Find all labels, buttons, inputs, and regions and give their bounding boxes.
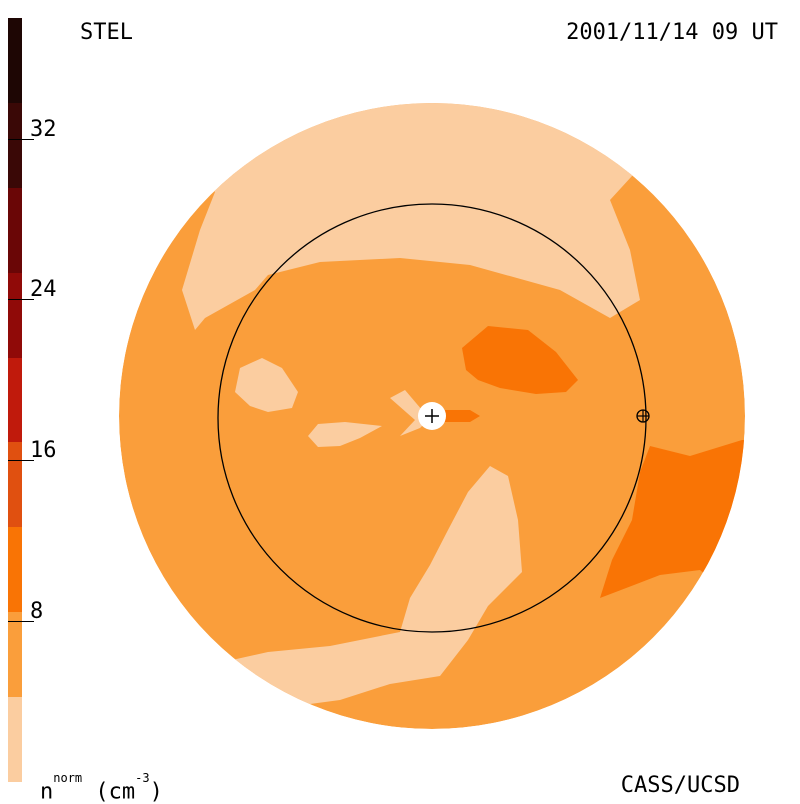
colorbar-tick <box>8 138 34 140</box>
low-density-region-center <box>308 422 382 447</box>
colorbar-level <box>8 442 22 528</box>
colorbar-tick-label: 32 <box>30 116 57 142</box>
colorbar-tick-label: 24 <box>30 277 57 303</box>
colorbar-tick <box>8 621 34 623</box>
colorbar-level <box>8 357 22 443</box>
colorbar-level <box>8 272 22 358</box>
earth-orbit-circle <box>217 203 647 633</box>
colorbar-tick-label: 8 <box>30 599 44 625</box>
high-density-region-northeast <box>462 326 578 394</box>
high-density-streak <box>440 410 480 422</box>
low-density-region-north <box>150 103 720 330</box>
source-label: STEL <box>80 20 133 45</box>
credit-label: CASS/UCSD <box>620 773 740 798</box>
colorbar-tick-label: 16 <box>30 438 57 464</box>
low-density-region-south <box>232 466 522 708</box>
units-label: nnorm (cm-3) <box>40 771 163 804</box>
colorbar-tick <box>8 460 34 462</box>
low-density-region-west <box>235 358 298 412</box>
colorbar-level <box>8 697 22 782</box>
colorbar-level <box>8 527 22 613</box>
colorbar-level <box>8 612 22 698</box>
timestamp-label: 2001/11/14 09 UT <box>566 20 778 45</box>
sun-center-marker <box>418 402 446 430</box>
colorbar-tick <box>8 299 34 301</box>
colorbar-level <box>8 187 22 273</box>
colorbar-level <box>8 18 22 103</box>
earth-marker <box>636 409 650 423</box>
colorbar-level <box>8 102 22 188</box>
